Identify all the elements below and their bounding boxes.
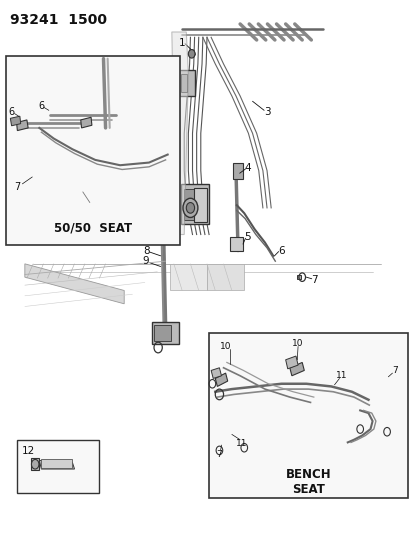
Text: 7: 7 [14,182,21,191]
Bar [152,322,179,344]
Polygon shape [215,373,227,386]
Circle shape [66,187,74,197]
Text: 12: 12 [21,446,35,456]
Text: 6: 6 [9,107,14,117]
Text: 2: 2 [167,80,173,90]
Text: 8: 8 [142,246,149,255]
Polygon shape [25,264,124,304]
Bar [193,188,206,222]
Polygon shape [171,32,188,235]
Text: 6: 6 [38,101,44,110]
Polygon shape [206,264,244,290]
Text: 11: 11 [335,372,347,380]
Polygon shape [169,264,206,290]
Text: 3: 3 [263,107,270,117]
Circle shape [188,50,195,58]
Circle shape [183,198,197,217]
Polygon shape [10,116,21,126]
Text: 10: 10 [292,340,303,348]
Circle shape [186,203,194,213]
Text: 7: 7 [392,366,397,375]
Text: 4: 4 [244,163,250,173]
Text: BENCH
SEAT: BENCH SEAT [285,469,330,496]
Text: 5: 5 [244,232,250,242]
Polygon shape [297,275,300,279]
Bar [6,56,180,245]
Text: 7: 7 [311,275,317,285]
Bar [17,440,99,493]
Text: 10: 10 [219,342,231,351]
Bar [183,189,194,220]
Text: 6: 6 [278,246,284,255]
Bar [230,237,242,251]
Bar [179,70,195,96]
Text: 93241  1500: 93241 1500 [10,13,107,27]
Polygon shape [81,117,92,128]
Bar [154,325,170,341]
Polygon shape [285,356,297,369]
Text: 1: 1 [178,38,185,47]
Text: 50/50  SEAT: 50/50 SEAT [54,222,132,235]
Circle shape [14,117,23,127]
Text: 9: 9 [142,256,149,266]
Polygon shape [31,458,39,470]
Text: 7: 7 [216,450,222,458]
Polygon shape [39,461,74,469]
Text: 11: 11 [236,439,247,448]
Bar [180,74,187,92]
Bar [41,459,72,468]
Polygon shape [17,120,28,131]
Bar [232,163,242,179]
Bar [180,184,209,224]
Circle shape [81,116,89,127]
Polygon shape [189,50,195,57]
Circle shape [31,459,39,469]
Polygon shape [211,368,221,378]
Bar [209,333,407,498]
Polygon shape [289,362,304,376]
